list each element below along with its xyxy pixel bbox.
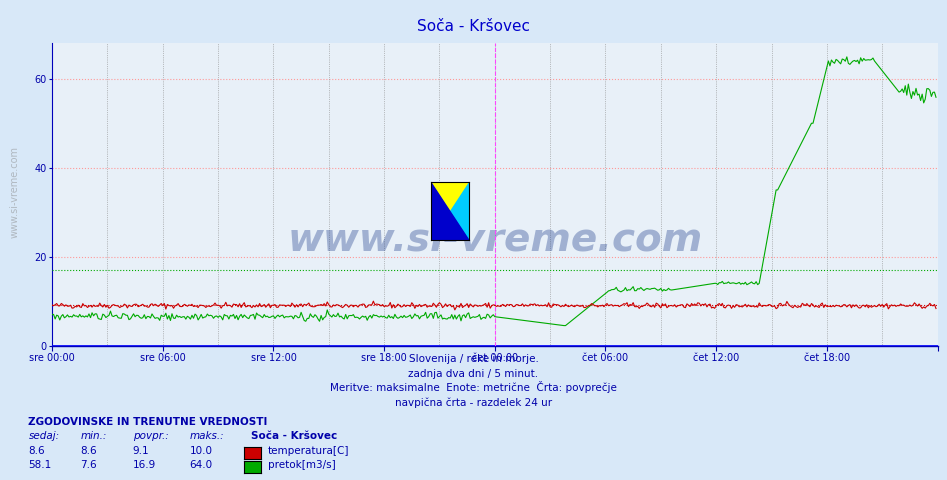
Text: 8.6: 8.6 bbox=[80, 445, 98, 456]
Text: 8.6: 8.6 bbox=[28, 445, 45, 456]
Polygon shape bbox=[431, 182, 469, 240]
Text: 64.0: 64.0 bbox=[189, 460, 212, 470]
Text: pretok[m3/s]: pretok[m3/s] bbox=[268, 460, 336, 470]
Text: 16.9: 16.9 bbox=[133, 460, 156, 470]
Text: navpična črta - razdelek 24 ur: navpična črta - razdelek 24 ur bbox=[395, 397, 552, 408]
Text: 7.6: 7.6 bbox=[80, 460, 98, 470]
Text: www.si-vreme.com: www.si-vreme.com bbox=[9, 146, 19, 238]
Text: min.:: min.: bbox=[80, 431, 107, 441]
Polygon shape bbox=[431, 182, 469, 240]
Text: ZGODOVINSKE IN TRENUTNE VREDNOSTI: ZGODOVINSKE IN TRENUTNE VREDNOSTI bbox=[28, 417, 268, 427]
Text: 9.1: 9.1 bbox=[133, 445, 150, 456]
Text: 10.0: 10.0 bbox=[189, 445, 212, 456]
Text: Soča - Kršovec: Soča - Kršovec bbox=[417, 19, 530, 34]
Text: maks.:: maks.: bbox=[189, 431, 224, 441]
Text: Slovenija / reke in morje.: Slovenija / reke in morje. bbox=[408, 354, 539, 364]
Text: sedaj:: sedaj: bbox=[28, 431, 60, 441]
Text: 58.1: 58.1 bbox=[28, 460, 52, 470]
Text: Meritve: maksimalne  Enote: metrične  Črta: povprečje: Meritve: maksimalne Enote: metrične Črta… bbox=[331, 381, 616, 393]
Text: temperatura[C]: temperatura[C] bbox=[268, 445, 349, 456]
Text: Soča - Kršovec: Soča - Kršovec bbox=[251, 431, 337, 441]
Text: zadnja dva dni / 5 minut.: zadnja dva dni / 5 minut. bbox=[408, 369, 539, 379]
Text: povpr.:: povpr.: bbox=[133, 431, 169, 441]
Text: www.si-vreme.com: www.si-vreme.com bbox=[287, 221, 703, 259]
